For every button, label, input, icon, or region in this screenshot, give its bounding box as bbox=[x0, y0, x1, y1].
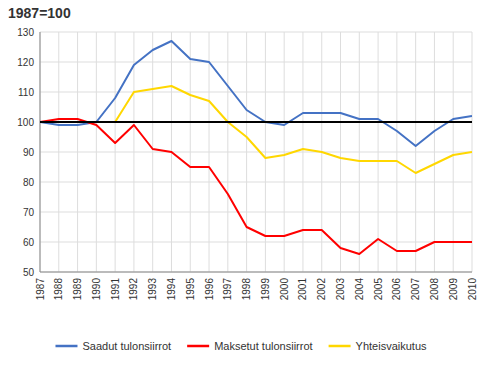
x-tick-label: 1992 bbox=[128, 278, 139, 301]
x-tick-label: 2004 bbox=[354, 278, 365, 301]
plot-area bbox=[40, 41, 472, 254]
legend-swatch bbox=[55, 345, 77, 348]
x-tick-label: 2009 bbox=[448, 278, 459, 301]
x-grid-line bbox=[152, 32, 153, 272]
x-tick-label: 1987 bbox=[35, 278, 46, 301]
x-tick-label: 1990 bbox=[91, 278, 102, 301]
legend-swatch bbox=[329, 345, 351, 348]
y-grid-line bbox=[40, 182, 472, 183]
legend: Saadut tulonsiirrot Maksetut tulonsiirrot… bbox=[55, 340, 427, 352]
x-grid-line bbox=[58, 32, 59, 272]
x-grid-line bbox=[434, 32, 435, 272]
x-grid-line bbox=[340, 32, 341, 272]
series-line bbox=[40, 86, 472, 173]
y-grid-line bbox=[40, 272, 472, 273]
y-tick-label: 110 bbox=[18, 87, 34, 98]
x-tick-label: 2006 bbox=[391, 278, 402, 301]
y-grid-line bbox=[40, 92, 472, 93]
x-grid-line bbox=[359, 32, 360, 272]
y-tick-label: 80 bbox=[23, 177, 35, 188]
x-tick-label: 2003 bbox=[335, 278, 346, 301]
series-line bbox=[40, 41, 472, 146]
x-axis bbox=[40, 272, 472, 273]
y-grid-line bbox=[40, 152, 472, 153]
x-tick-label: 1995 bbox=[185, 278, 196, 301]
y-tick-label: 50 bbox=[23, 267, 35, 278]
legend-swatch bbox=[187, 345, 209, 348]
x-grid-line bbox=[209, 32, 210, 272]
chart-container: 1987=100 50 60 70 80 90 100 110 120 130 1987 1988 19… bbox=[0, 0, 482, 366]
y-tick-label: 100 bbox=[17, 117, 34, 128]
reference-line bbox=[40, 121, 472, 123]
x-tick-label: 2001 bbox=[297, 278, 308, 301]
y-axis bbox=[40, 32, 41, 272]
x-tick-label: 2002 bbox=[316, 278, 327, 301]
y-tick-label: 60 bbox=[23, 237, 35, 248]
y-tick-label: 90 bbox=[23, 147, 35, 158]
x-grid-line bbox=[77, 32, 78, 272]
x-tick-label: 1997 bbox=[222, 278, 233, 301]
x-grid-line bbox=[40, 32, 41, 272]
x-tick-label: 2010 bbox=[467, 278, 478, 301]
x-tick-label: 1996 bbox=[204, 278, 215, 301]
legend-label: Yhteisvaikutus bbox=[356, 340, 427, 352]
y-grid-line bbox=[40, 242, 472, 243]
x-tick-label: 1989 bbox=[72, 278, 83, 301]
x-tick-label: 2008 bbox=[429, 278, 440, 301]
y-grid-line bbox=[40, 122, 472, 123]
series-line bbox=[40, 119, 472, 254]
x-grid-line bbox=[396, 32, 397, 272]
legend-item: Saadut tulonsiirrot bbox=[55, 340, 171, 352]
x-grid-line bbox=[415, 32, 416, 272]
legend-item: Yhteisvaikutus bbox=[329, 340, 427, 352]
legend-label: Maksetut tulonsiirrot bbox=[214, 340, 312, 352]
x-tick-label: 1998 bbox=[241, 278, 252, 301]
y-tick-label: 130 bbox=[17, 27, 34, 38]
legend-item: Maksetut tulonsiirrot bbox=[187, 340, 312, 352]
grid bbox=[40, 32, 472, 272]
x-grid-line bbox=[115, 32, 116, 272]
legend-label: Saadut tulonsiirrot bbox=[82, 340, 171, 352]
x-grid-line bbox=[246, 32, 247, 272]
x-tick-label: 2005 bbox=[373, 278, 384, 301]
y-grid-line bbox=[40, 32, 472, 33]
chart-svg: 1987=100 50 60 70 80 90 100 110 120 130 1987 1988 19… bbox=[0, 0, 482, 366]
x-tick-label: 2007 bbox=[410, 278, 421, 301]
y-grid-line bbox=[40, 212, 472, 213]
x-grid-line bbox=[96, 32, 97, 272]
y-tick-label: 120 bbox=[17, 57, 34, 68]
chart-title: 1987=100 bbox=[8, 5, 71, 21]
x-tick-label: 1993 bbox=[147, 278, 158, 301]
x-tick-label: 1994 bbox=[166, 278, 177, 301]
x-tick-label: 1999 bbox=[260, 278, 271, 301]
x-grid-line bbox=[227, 32, 228, 272]
y-tick-label: 70 bbox=[23, 207, 35, 218]
x-grid-line bbox=[378, 32, 379, 272]
x-tick-label: 2000 bbox=[279, 278, 290, 301]
x-grid-line bbox=[190, 32, 191, 272]
y-grid-line bbox=[40, 62, 472, 63]
x-grid-line bbox=[453, 32, 454, 272]
x-tick-label: 1988 bbox=[53, 278, 64, 301]
x-grid-line bbox=[302, 32, 303, 272]
x-grid-line bbox=[133, 32, 134, 272]
x-tick-label: 1991 bbox=[110, 278, 121, 301]
